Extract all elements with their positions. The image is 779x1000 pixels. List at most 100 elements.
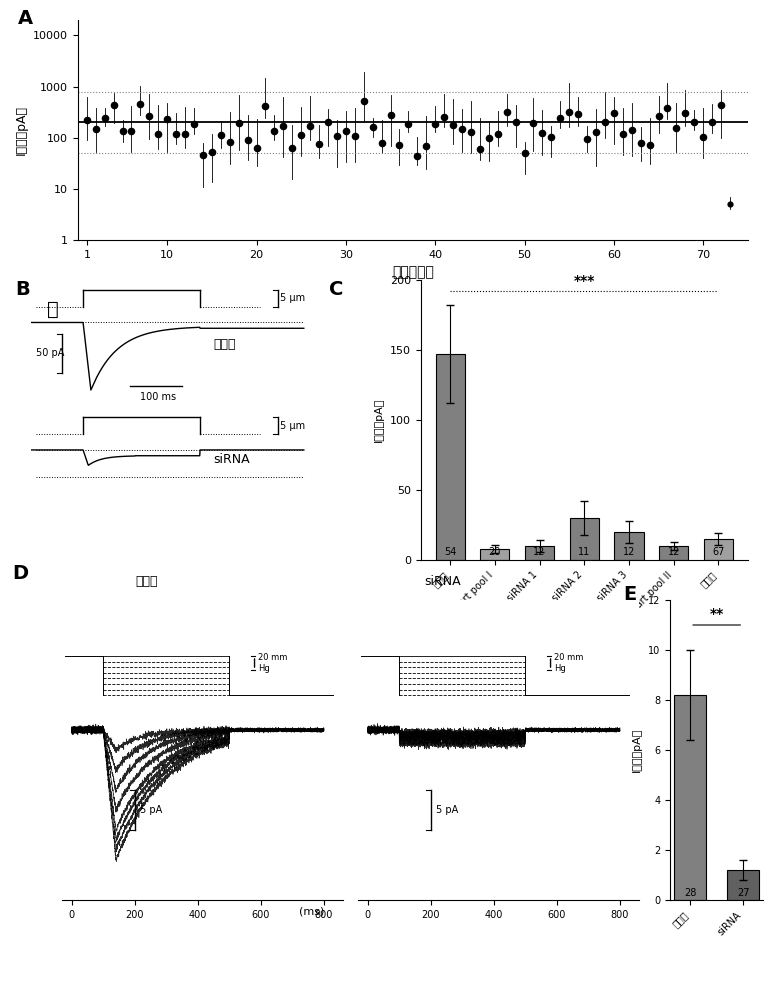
Point [465,124,478,140]
Point [313,136,326,152]
Point [697,129,710,145]
Point [679,105,692,121]
Point [429,116,442,132]
Bar [615,532,643,560]
Text: D: D [12,564,28,583]
Bar [728,870,760,900]
Text: ✋: ✋ [47,300,58,319]
Point [197,147,210,163]
Point [90,121,102,137]
Point [241,132,254,148]
Text: 5 μm: 5 μm [280,293,305,303]
Point [581,131,594,147]
Point [277,118,290,134]
Point [670,120,682,136]
Point [474,141,486,157]
Point [322,114,334,130]
Text: 12: 12 [534,547,546,557]
Point [152,126,164,142]
Point [366,119,379,135]
Point [492,126,504,142]
Text: 20 mm
Hg: 20 mm Hg [554,653,583,673]
Point [143,108,156,124]
Point [688,114,700,130]
Text: 67: 67 [712,547,724,557]
Point [509,114,522,130]
Point [545,129,558,145]
Point [661,100,674,116]
Point [340,123,352,139]
Text: **: ** [710,607,724,621]
Text: C: C [329,280,344,299]
Point [715,97,728,113]
Point [652,108,664,124]
Bar [525,546,554,560]
Text: siRNA: siRNA [424,575,461,588]
Text: 11: 11 [578,547,590,557]
Point [554,110,566,126]
Bar [659,546,688,560]
Text: B: B [16,280,30,299]
Point [188,116,200,132]
Point [295,127,308,143]
Bar [569,518,599,560]
Bar [435,354,464,560]
Bar [704,539,733,560]
Text: 12: 12 [622,547,635,557]
Text: (ms): (ms) [299,907,324,917]
Point [224,134,236,150]
Y-axis label: I最大（pA）: I最大（pA） [374,398,384,442]
Text: A: A [18,9,33,28]
Point [286,140,298,156]
Point [420,138,432,154]
Point [161,111,174,127]
Text: 乱序的: 乱序的 [136,575,157,588]
Point [482,130,495,146]
Point [608,105,620,121]
Point [393,137,406,153]
Text: 乱序的: 乱序的 [213,338,235,351]
Text: siRNA: siRNA [213,453,249,466]
Point [116,123,129,139]
Point [179,126,192,142]
Point [590,124,602,140]
Point [206,144,218,160]
Point [500,104,513,120]
Point [438,109,450,125]
Point [411,148,424,164]
Point [125,123,138,139]
Text: 20 mm
Hg: 20 mm Hg [258,653,287,673]
Text: 54: 54 [444,547,456,557]
Point [518,145,530,161]
Point [232,115,245,131]
Text: E: E [623,585,636,604]
Text: 28: 28 [684,888,696,898]
Point [384,107,397,123]
X-axis label: 候选对象号: 候选对象号 [392,265,434,279]
Point [358,93,370,109]
Point [402,116,414,132]
Point [626,122,638,138]
Point [348,128,361,144]
Point [331,128,344,144]
Point [214,127,227,143]
Bar [674,695,706,900]
Text: 12: 12 [668,547,680,557]
Point [536,125,548,141]
Point [634,135,647,151]
Point [643,137,656,153]
Point [375,135,388,151]
Point [250,140,263,156]
Point [80,112,93,128]
Point [616,126,629,142]
Point [563,104,576,120]
Y-axis label: I最大（pA）: I最大（pA） [633,728,643,772]
Text: 5 pA: 5 pA [139,805,162,815]
Point [304,118,316,134]
Point [108,97,120,113]
Point [724,196,736,212]
Point [527,115,540,131]
Point [170,126,182,142]
Text: 27: 27 [737,888,749,898]
Text: 5 μm: 5 μm [280,421,305,431]
